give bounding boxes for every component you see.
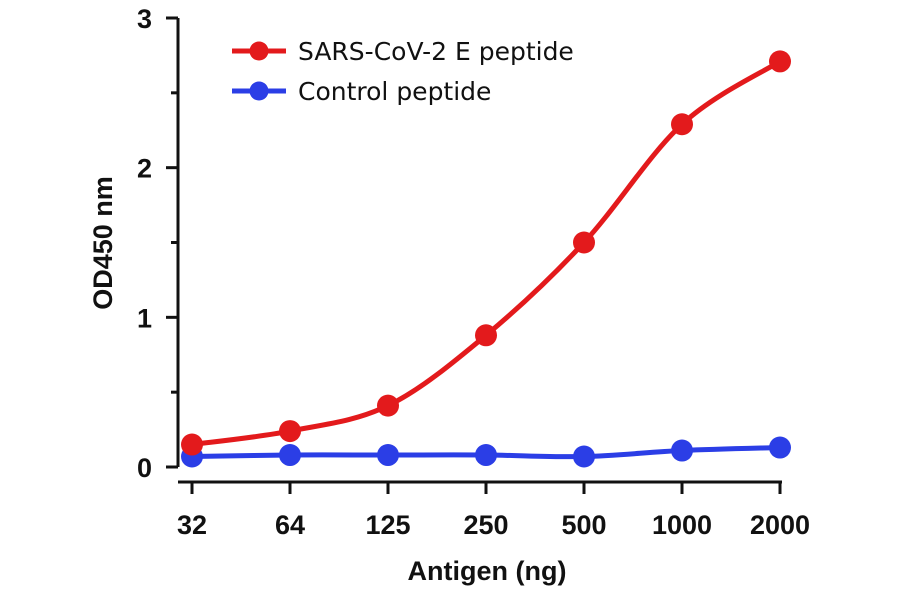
legend-item-e-peptide: SARS-CoV-2 E peptide: [232, 37, 574, 66]
data-point-control-peptide: [671, 439, 693, 462]
x-tick-label: 250: [463, 510, 508, 540]
y-tick-label: 0: [137, 453, 152, 483]
series-e-peptide: [181, 50, 791, 456]
legend-label-control-peptide: Control peptide: [298, 77, 491, 106]
data-point-e-peptide: [671, 113, 693, 136]
y-tick-label: 2: [137, 154, 152, 184]
data-point-e-peptide: [279, 420, 301, 443]
legend: SARS-CoV-2 E peptide Control peptide: [232, 37, 574, 106]
data-point-e-peptide: [181, 433, 203, 456]
x-tick-label: 125: [365, 510, 410, 540]
data-point-control-peptide: [769, 436, 791, 459]
data-point-e-peptide: [377, 394, 399, 417]
data-point-control-peptide: [475, 444, 497, 467]
x-axis-title: Antigen (ng): [408, 556, 567, 586]
data-point-control-peptide: [573, 445, 595, 468]
y-axis-title: OD450 nm: [88, 176, 118, 310]
data-point-e-peptide: [769, 50, 791, 73]
legend-item-control-peptide: Control peptide: [232, 77, 491, 106]
y-tick-label: 1: [137, 303, 152, 333]
x-tick-label: 2000: [750, 510, 810, 540]
series-control-peptide: [181, 436, 791, 468]
data-point-control-peptide: [377, 444, 399, 467]
legend-swatch-marker-e-peptide: [249, 41, 269, 61]
data-point-e-peptide: [475, 324, 497, 347]
data-point-e-peptide: [573, 231, 595, 254]
series-line-e-peptide: [189, 58, 783, 448]
y-tick-label: 3: [137, 4, 152, 34]
x-tick-label: 500: [561, 510, 606, 540]
x-tick-label: 32: [177, 510, 207, 540]
x-tick-label: 64: [275, 510, 305, 540]
legend-label-e-peptide: SARS-CoV-2 E peptide: [298, 37, 574, 66]
data-point-control-peptide: [279, 444, 301, 467]
x-tick-label: 1000: [652, 510, 712, 540]
series-layer: [181, 50, 791, 468]
x-ticks: 32 64 125 250 500 1000 2000: [177, 482, 810, 540]
y-ticks: 0 1 2 3: [137, 4, 178, 483]
legend-swatch-marker-control: [249, 81, 269, 101]
